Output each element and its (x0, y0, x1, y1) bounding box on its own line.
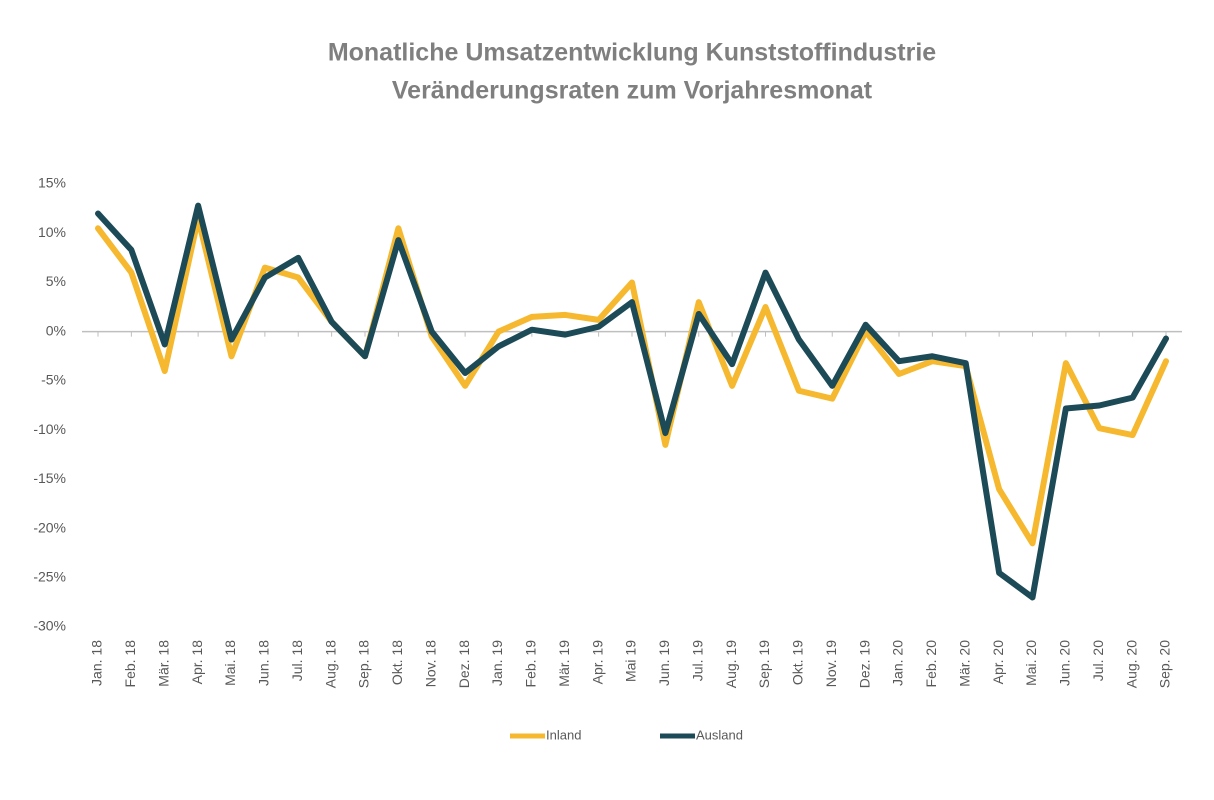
x-tick-label: Jun. 20 (1057, 640, 1073, 686)
x-tick-label: Apr. 18 (189, 640, 205, 685)
x-tick-label: Jan. 19 (489, 640, 505, 686)
y-tick-label: -20% (33, 519, 66, 535)
x-tick-label: Mai. 20 (1023, 640, 1039, 686)
x-tick-label: Mär. 18 (155, 640, 171, 687)
y-tick-label: -25% (33, 568, 66, 584)
x-tick-label: Jul. 18 (289, 640, 305, 681)
y-tick-label: 10% (38, 224, 66, 240)
chart-title: Monatliche Umsatzentwicklung Kunststoffi… (328, 39, 936, 67)
x-tick-label: Aug. 20 (1123, 640, 1139, 688)
series-line (95, 215, 1169, 547)
x-tick-label: Mai 19 (623, 640, 639, 682)
legend-label: Ausland (696, 727, 743, 742)
y-tick-label: 0% (46, 322, 66, 338)
y-tick-label: -30% (33, 618, 66, 634)
x-tick-label: Jun. 18 (256, 640, 272, 686)
x-tick-label: Feb. 18 (122, 640, 138, 688)
x-tick-label: Okt. 19 (790, 640, 806, 685)
x-tick-label: Nov. 19 (823, 640, 839, 687)
x-tick-label: Sep. 19 (756, 640, 772, 688)
x-tick-label: Feb. 20 (923, 640, 939, 688)
x-tick-label: Mai. 18 (222, 640, 238, 686)
x-tick-label: Sep. 20 (1157, 640, 1173, 688)
y-tick-label: 15% (38, 175, 66, 191)
x-tick-label: Nov. 18 (422, 640, 438, 687)
chart-subtitle: Veränderungsraten zum Vorjahresmonat (392, 77, 873, 105)
x-tick-label: Feb. 19 (523, 640, 539, 688)
y-tick-label: -10% (33, 421, 66, 437)
x-tick-label: Dez. 19 (856, 640, 872, 688)
x-tick-label: Aug. 18 (322, 640, 338, 688)
y-tick-label: -15% (33, 470, 66, 486)
x-tick-label: Mär. 19 (556, 640, 572, 687)
x-tick-label: Sep. 18 (356, 640, 372, 688)
x-tick-label: Mär. 20 (956, 640, 972, 687)
x-tick-label: Jun. 19 (656, 640, 672, 686)
x-tick-label: Jan. 18 (89, 640, 105, 686)
x-tick-label: Jan. 20 (890, 640, 906, 686)
x-tick-label: Dez. 18 (456, 640, 472, 688)
x-tick-label: Jul. 19 (689, 640, 705, 681)
y-tick-label: 5% (46, 273, 66, 289)
x-tick-label: Okt. 18 (389, 640, 405, 685)
series-line (95, 202, 1169, 601)
legend-label: Inland (546, 727, 581, 742)
x-tick-label: Apr. 20 (990, 640, 1006, 685)
x-tick-label: Apr. 19 (589, 640, 605, 685)
x-tick-label: Aug. 19 (723, 640, 739, 688)
x-tick-label: Jul. 20 (1090, 640, 1106, 681)
y-tick-label: -5% (41, 372, 66, 388)
